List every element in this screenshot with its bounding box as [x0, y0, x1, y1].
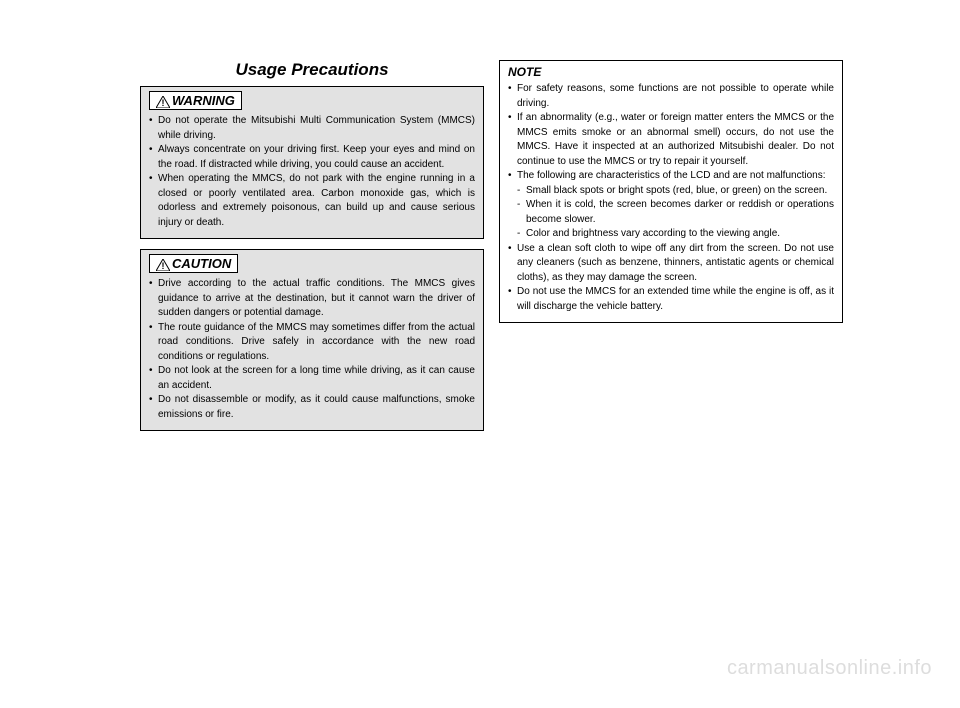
svg-text:!: !	[162, 98, 165, 108]
caution-label-text: CAUTION	[172, 256, 231, 271]
manual-page: Usage Precautions ! WARNING Do not opera…	[0, 0, 960, 441]
note-item-text: The following are characteristics of the…	[517, 170, 826, 181]
caution-item: Drive according to the actual traffic co…	[149, 277, 475, 321]
caution-list: Drive according to the actual traffic co…	[149, 277, 475, 422]
caution-item: Do not look at the screen for a long tim…	[149, 364, 475, 393]
watermark-text: carmanualsonline.info	[727, 657, 932, 680]
note-subitem: When it is cold, the screen becomes dark…	[517, 198, 834, 227]
note-item: Use a clean soft cloth to wipe off any d…	[508, 242, 834, 286]
note-sublist: Small black spots or bright spots (red, …	[517, 184, 834, 242]
note-item: For safety reasons, some functions are n…	[508, 82, 834, 111]
note-item: Do not use the MMCS for an extended time…	[508, 285, 834, 314]
note-item: The following are characteristics of the…	[508, 169, 834, 242]
warning-list: Do not operate the Mitsubishi Multi Comm…	[149, 114, 475, 230]
warning-label: ! WARNING	[149, 91, 242, 110]
note-item: If an abnormality (e.g., water or foreig…	[508, 111, 834, 169]
warning-label-text: WARNING	[172, 93, 235, 108]
note-list: For safety reasons, some functions are n…	[508, 82, 834, 314]
caution-item: Do not disassemble or modify, as it coul…	[149, 393, 475, 422]
caution-item: The route guidance of the MMCS may somet…	[149, 321, 475, 365]
note-box: NOTE For safety reasons, some functions …	[499, 60, 843, 323]
caution-label: ! CAUTION	[149, 254, 238, 273]
section-title: Usage Precautions	[140, 60, 484, 80]
warning-item: Always concentrate on your driving first…	[149, 143, 475, 172]
caution-box: ! CAUTION Drive according to the actual …	[140, 249, 484, 431]
warning-item: When operating the MMCS, do not park wit…	[149, 172, 475, 230]
svg-text:!: !	[162, 261, 165, 271]
warning-triangle-icon: !	[156, 96, 170, 108]
right-column: NOTE For safety reasons, some functions …	[499, 60, 843, 441]
note-subitem: Small black spots or bright spots (red, …	[517, 184, 834, 199]
left-column: Usage Precautions ! WARNING Do not opera…	[140, 60, 484, 441]
warning-item: Do not operate the Mitsubishi Multi Comm…	[149, 114, 475, 143]
warning-box: ! WARNING Do not operate the Mitsubishi …	[140, 86, 484, 239]
caution-triangle-icon: !	[156, 259, 170, 271]
note-label: NOTE	[508, 65, 834, 79]
note-subitem: Color and brightness vary according to t…	[517, 227, 834, 242]
